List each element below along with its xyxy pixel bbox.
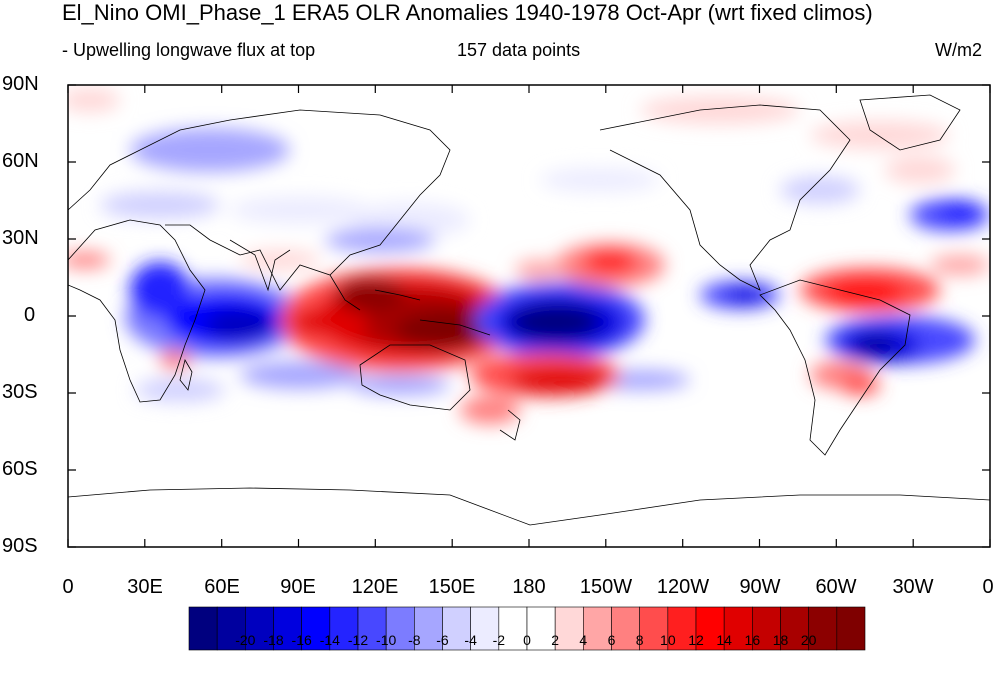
x-tick-label: 150E: [428, 576, 476, 598]
x-tick-label: 30W: [892, 576, 934, 598]
colorbar-tick-label: -14: [319, 632, 340, 648]
colorbar-tick-label: -6: [436, 632, 449, 648]
x-tick-label: 180: [512, 576, 546, 598]
colorbar-box: [385, 606, 415, 651]
colorbar-box: [245, 606, 274, 651]
colorbar-box: [611, 606, 640, 651]
colorbar-tick-label: 18: [772, 632, 789, 648]
colorbar-box: [667, 606, 697, 651]
colorbar-tick-label: 8: [635, 632, 644, 648]
x-tick-label: 90W: [739, 576, 781, 598]
colorbar-tick-label: -12: [347, 632, 369, 648]
colorbar-box: [836, 606, 866, 651]
colorbar-box: [216, 606, 246, 651]
colorbar-box: [188, 606, 218, 651]
colorbar-box: [414, 606, 443, 651]
colorbar-box: [723, 606, 753, 651]
colorbar-box: [470, 606, 500, 651]
colorbar-tick-label: 0: [523, 632, 531, 648]
x-tick-label: 60E: [204, 576, 240, 598]
x-tick-label: 0: [62, 576, 74, 598]
y-tick-label: 30N: [2, 227, 39, 249]
colorbar-box: [498, 606, 528, 651]
y-tick-label: 60S: [2, 458, 38, 480]
colorbar-tick-label: 14: [716, 632, 732, 648]
colorbar-box: [695, 606, 725, 651]
y-tick-label: 60N: [2, 150, 39, 172]
x-tick-label: 60W: [815, 576, 857, 598]
variable-description: - Upwelling longwave flux at top: [62, 40, 316, 60]
x-tick-label: 30E: [127, 576, 163, 598]
y-tick-label: 90N: [2, 73, 39, 95]
colorbar-box: [273, 606, 302, 651]
x-tick-label: 150W: [579, 576, 633, 598]
colorbar: [188, 606, 866, 651]
colorbar-box: [808, 606, 838, 651]
x-tick-label: 90E: [280, 576, 316, 598]
colorbar-tick-label: 10: [660, 632, 676, 648]
colorbar-box: [780, 606, 809, 651]
y-tick-label: 90S: [2, 535, 38, 557]
colorbar-tick-label: -16: [291, 632, 312, 648]
plot-title: El_Nino OMI_Phase_1 ERA5 OLR Anomalies 1…: [62, 0, 873, 25]
x-tick-label: 120E: [351, 576, 399, 598]
data-point-count: 157 data points: [457, 40, 581, 60]
x-tick-label: 120W: [656, 576, 710, 598]
anomaly-field: [68, 85, 990, 547]
colorbar-box: [329, 606, 359, 651]
colorbar-tick-label: 20: [800, 632, 817, 648]
x-tick-label: 0: [982, 576, 994, 598]
colorbar-box: [301, 606, 331, 651]
units-label: W/m2: [935, 40, 982, 60]
colorbar-tick-label: -10: [376, 632, 397, 648]
axis-ticks: [67, 84, 991, 548]
colorbar-box: [442, 606, 471, 651]
colorbar-tick-label: 2: [551, 632, 560, 648]
colorbar-tick-label: -4: [464, 632, 477, 648]
colorbar-tick-label: -20: [235, 632, 256, 648]
colorbar-tick-label: 16: [744, 632, 761, 648]
colorbar-box: [526, 606, 556, 651]
colorbar-tick-label: -8: [408, 632, 421, 648]
y-tick-label: 30S: [2, 381, 38, 403]
colorbar-tick-label: 6: [607, 632, 616, 648]
colorbar-tick-label: 4: [579, 632, 588, 648]
colorbar-tick-label: -2: [492, 632, 506, 648]
colorbar-tick-label: 12: [688, 632, 704, 648]
colorbar-tick-label: -18: [263, 632, 284, 648]
y-tick-label: 0: [24, 304, 36, 326]
colorbar-box: [357, 606, 387, 651]
colorbar-box: [554, 606, 584, 651]
coastlines: [68, 94, 990, 526]
